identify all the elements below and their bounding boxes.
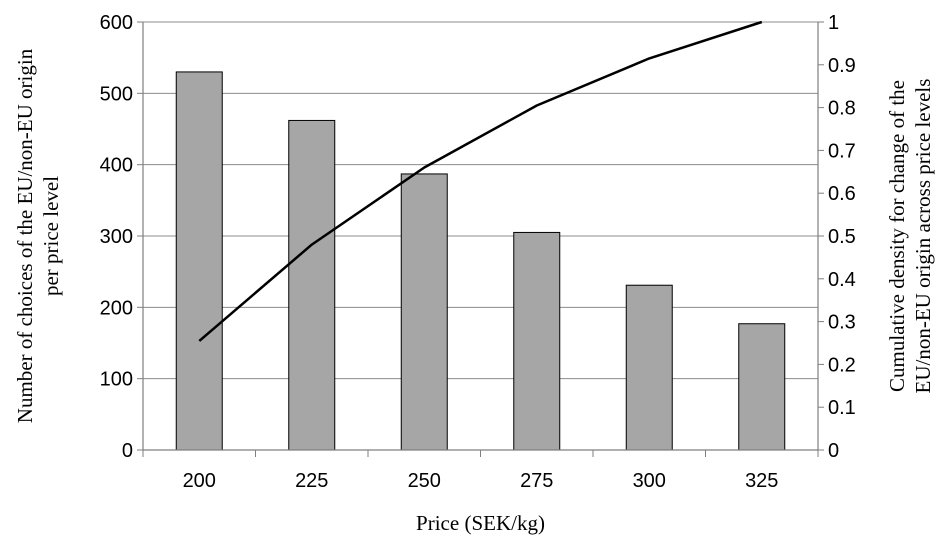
right-tick-label: 0.6 xyxy=(828,183,856,205)
gridlines xyxy=(143,21,818,380)
cumulative-line xyxy=(198,20,763,342)
left-tick-label: 0 xyxy=(122,440,133,462)
right-tick-label: 0.5 xyxy=(828,226,856,248)
right-tick-label: 0.7 xyxy=(828,140,856,162)
right-tick-label: 0 xyxy=(828,440,839,462)
bar-300 xyxy=(625,284,673,451)
left-tick-label: 400 xyxy=(100,155,133,177)
y-axis-title-line-1: Number of choices of the EU/non-EU origi… xyxy=(13,48,37,423)
left-tick-label: 100 xyxy=(100,369,133,391)
left-tick-label: 200 xyxy=(100,297,133,319)
x-tick-label: 325 xyxy=(745,470,778,492)
tick-labels: 0 100 200 300 400 500 600 0 0.1 0.2 0.3 0.4 0.5 0.6 0.… xyxy=(100,12,856,492)
left-tick-label: 600 xyxy=(100,12,133,34)
cumulative-density-line xyxy=(198,20,763,342)
right-tick-label: 0.1 xyxy=(828,397,856,419)
bars xyxy=(175,71,786,451)
x-axis-title: Price (SEK/kg) xyxy=(416,511,545,535)
bar-275 xyxy=(513,231,561,451)
right-tick-label: 0.4 xyxy=(828,269,856,291)
y2-axis-title-line-2: EU/non-EU origin across price levels xyxy=(911,79,935,394)
bar-225 xyxy=(288,119,336,451)
right-tick-label: 0.8 xyxy=(828,98,856,120)
x-tick-label: 200 xyxy=(183,470,216,492)
right-tick-label: 0.3 xyxy=(828,312,856,334)
bar-200 xyxy=(175,71,223,451)
bar-325 xyxy=(738,323,786,451)
x-tick-label: 250 xyxy=(408,470,441,492)
left-tick-label: 300 xyxy=(100,226,133,248)
x-tick-label: 225 xyxy=(295,470,328,492)
y2-axis-title-line-1: Cumulative density for change of the xyxy=(885,80,909,392)
right-tick-label: 1 xyxy=(828,12,839,34)
bar-250 xyxy=(400,173,448,451)
x-tick-label: 275 xyxy=(520,470,553,492)
axis-titles: Price (SEK/kg) Number of choices of the E… xyxy=(13,48,935,535)
left-tick-label: 500 xyxy=(100,83,133,105)
x-tick-label: 300 xyxy=(633,470,666,492)
right-tick-label: 0.9 xyxy=(828,55,856,77)
axes xyxy=(137,21,824,457)
y-axis-title-line-2: per price level xyxy=(39,176,63,296)
right-tick-label: 0.2 xyxy=(828,354,856,376)
